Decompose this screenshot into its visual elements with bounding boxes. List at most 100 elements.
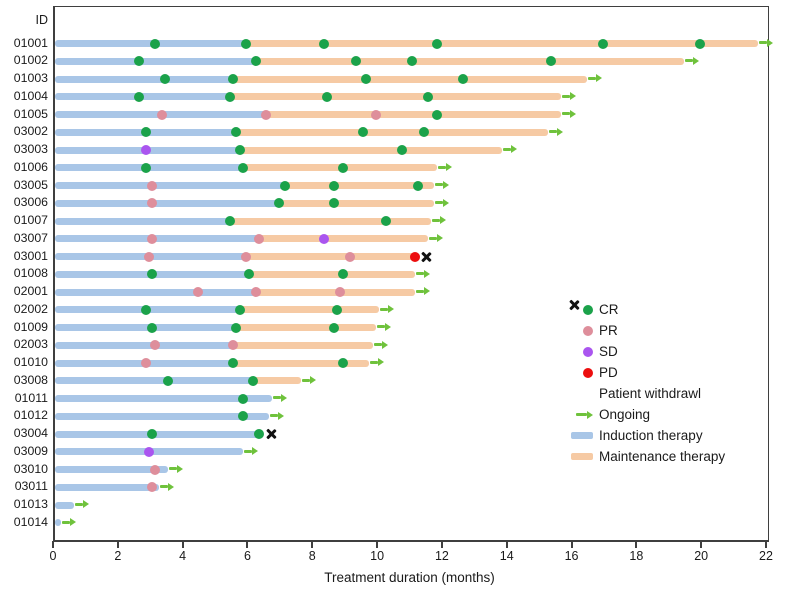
cr-marker	[328, 198, 339, 209]
sd-marker	[318, 233, 329, 244]
cr-marker	[231, 127, 242, 138]
maintenance-bar	[265, 111, 561, 118]
patient-row	[55, 7, 768, 540]
patient-row	[55, 7, 768, 540]
patient-id-label: 03001	[13, 248, 48, 263]
cr-marker	[247, 375, 258, 386]
patient-row	[55, 7, 768, 540]
legend-marker	[569, 367, 593, 378]
patient-row	[55, 7, 768, 540]
cr-marker	[225, 91, 235, 102]
cr-marker	[328, 322, 339, 333]
cr-marker	[406, 56, 417, 67]
x-tick	[635, 541, 638, 548]
patient-row	[55, 7, 768, 540]
patient-row	[55, 7, 768, 540]
cr-marker	[163, 375, 174, 386]
maintenance-bar	[259, 235, 428, 243]
induction-bar	[55, 217, 230, 225]
pr-marker	[344, 251, 355, 262]
arrow-stem	[373, 343, 382, 347]
induction-bar	[55, 483, 159, 491]
induction-bar	[55, 466, 169, 473]
ongoing-arrow-icon	[548, 127, 563, 136]
cr-marker	[338, 162, 349, 173]
patient-id-label: 02001	[13, 284, 48, 298]
legend-marker	[569, 346, 593, 357]
ongoing-arrow-icon	[415, 287, 430, 296]
cr-marker	[244, 269, 255, 280]
x-tick-label: 22	[759, 549, 773, 563]
ongoing-arrow-icon	[62, 518, 77, 527]
legend-item: PD	[569, 362, 725, 383]
arrow-stem	[376, 325, 385, 329]
patient-id-label: 01008	[13, 266, 48, 281]
x-tick-label: 0	[49, 549, 57, 563]
maintenance-bar	[255, 57, 684, 65]
cr-marker	[432, 109, 443, 120]
patient-row	[55, 7, 768, 540]
pr-marker	[192, 287, 203, 297]
cr-marker	[140, 127, 151, 138]
ongoing-arrow-icon	[759, 38, 774, 47]
plot-frame	[53, 6, 774, 542]
arrow-head	[767, 38, 774, 47]
patient-row	[55, 7, 768, 540]
cr-marker	[237, 393, 248, 404]
cr-marker	[328, 180, 339, 191]
patient-id-label: 03009	[13, 443, 48, 458]
patient-row	[55, 7, 768, 540]
arrow-head	[388, 305, 395, 314]
maintenance-bar	[236, 128, 548, 136]
arrow-head	[569, 109, 576, 118]
arrow-stem	[75, 502, 84, 506]
patient-row	[55, 7, 768, 540]
maintenance-bar	[230, 217, 431, 225]
pr-marker	[147, 482, 158, 493]
ongoing-arrow-icon	[561, 109, 576, 118]
pr-marker	[143, 251, 154, 262]
cr-marker	[234, 145, 245, 155]
cr-marker	[396, 145, 407, 155]
arrow-head	[556, 127, 563, 136]
patient-id-label: 03002	[13, 124, 48, 139]
x-tick-label: 2	[114, 549, 122, 563]
maintenance-bar	[230, 93, 561, 101]
patient-id-label: 01014	[13, 514, 48, 529]
patient-id-label: 01003	[13, 71, 48, 85]
arrow-head	[378, 358, 385, 367]
cr-marker	[147, 322, 158, 333]
arrow-head	[177, 464, 184, 473]
x-tick	[52, 541, 54, 548]
x-tick-label: 14	[499, 549, 514, 563]
pr-marker	[150, 464, 161, 475]
cr-marker	[280, 180, 291, 191]
legend-marker	[569, 304, 593, 315]
ongoing-arrow-icon	[684, 56, 699, 65]
cr-marker	[361, 74, 372, 84]
legend-marker	[569, 299, 593, 399]
legend-item: Maintenance therapy	[569, 446, 725, 467]
cr-marker	[231, 322, 242, 333]
ongoing-arrow-icon	[415, 269, 430, 278]
legend-label: Maintenance therapy	[599, 449, 726, 464]
ongoing-arrow-icon	[370, 358, 385, 367]
patient-id-label: 03004	[13, 426, 48, 440]
withdrawal-x-icon	[265, 428, 277, 440]
legend-item: Ongoing	[569, 404, 725, 425]
arrow-head	[423, 287, 430, 296]
maintenance-bar	[285, 182, 435, 189]
patient-row	[55, 7, 768, 540]
arrow-stem	[302, 378, 311, 382]
patient-id-label: 03005	[13, 177, 48, 192]
patient-id-label: 03003	[13, 142, 48, 156]
maintenance-bar	[239, 306, 380, 314]
sd-marker	[143, 446, 154, 457]
induction-bar	[55, 430, 263, 438]
induction-bar	[55, 341, 234, 349]
legend-item: CR	[569, 299, 725, 320]
cr-marker	[147, 269, 158, 280]
cr-marker	[694, 38, 705, 49]
legend-marker	[569, 453, 593, 460]
maintenance-bar	[239, 146, 503, 154]
